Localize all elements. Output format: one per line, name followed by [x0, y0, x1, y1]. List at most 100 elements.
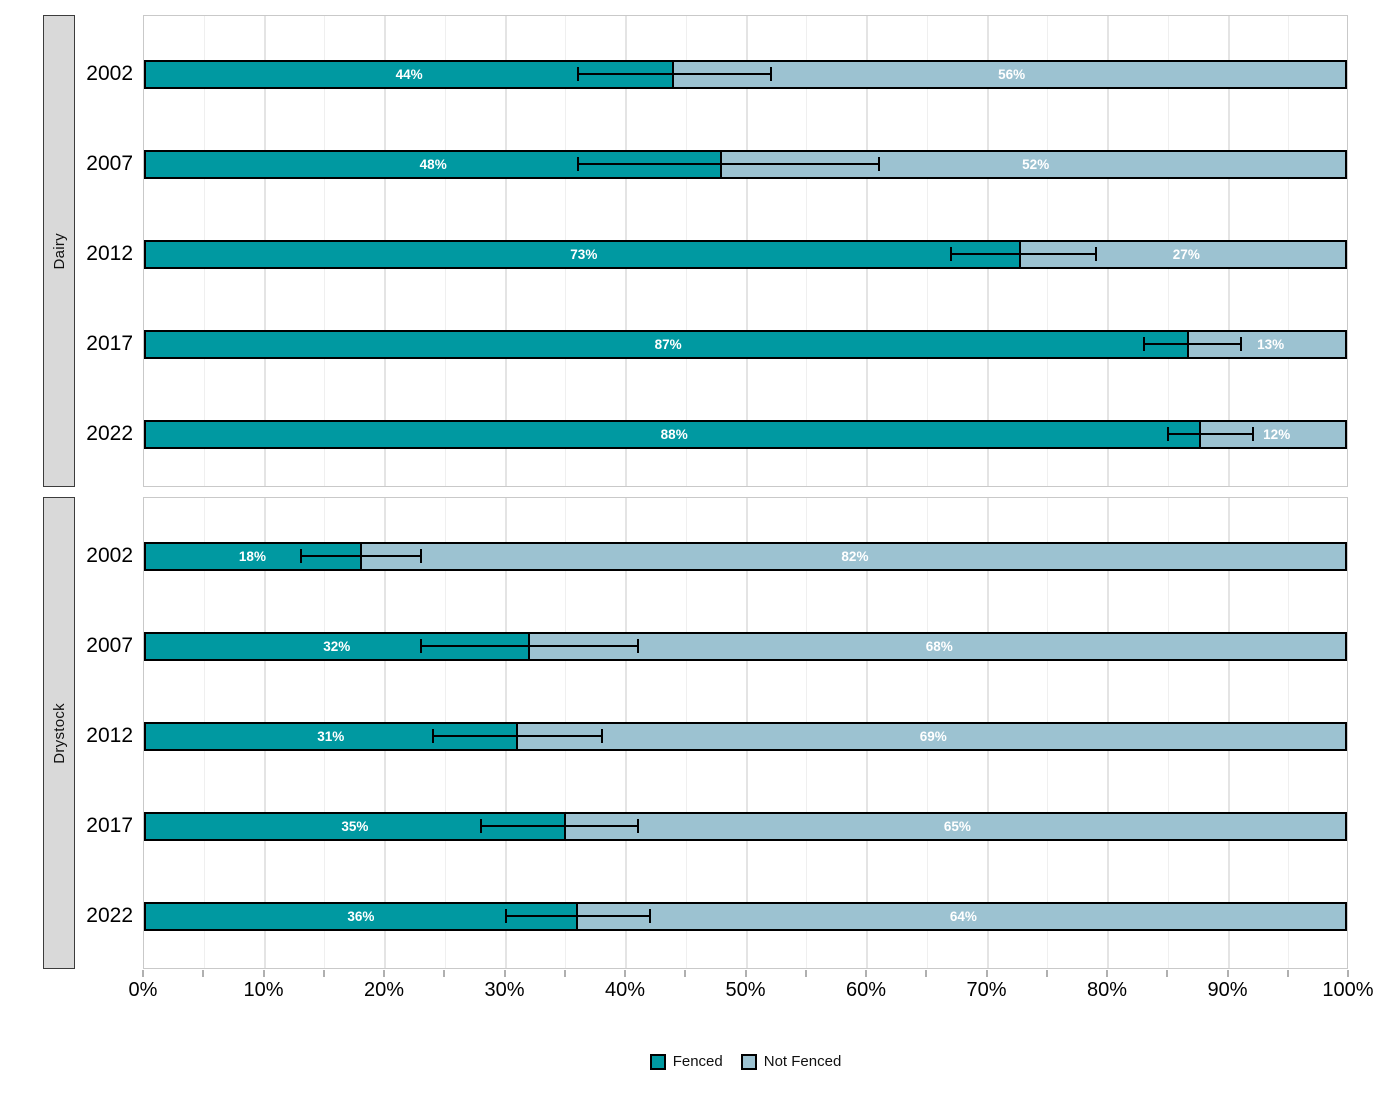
error-bar-cap-high: [649, 909, 652, 923]
x-axis-tick-70: [985, 970, 988, 977]
error-bar-cap-low: [576, 67, 579, 81]
not-fenced-value-label: 65%: [943, 818, 971, 834]
x-axis-tick-10: [262, 970, 265, 977]
bar-drystock-2022: [144, 901, 1347, 931]
error-bar-line: [577, 73, 771, 75]
legend-label-not-fenced: Not Fenced: [763, 1053, 842, 1070]
x-axis-tick-15: [322, 970, 325, 977]
facet-strip-dairy: Dairy: [43, 15, 75, 487]
not-fenced-value-label: 52%: [1022, 156, 1050, 172]
plot-area-drystock: 18% 82% 32% 68% 31% 69% 35% 65% 36% 64%: [143, 497, 1348, 969]
error-bar-line: [951, 253, 1096, 255]
x-axis-tick-20: [383, 970, 385, 977]
fenced-value-label: 32%: [323, 638, 351, 654]
x-axis-label-20%: 20%: [363, 979, 405, 1001]
segment-not-fenced: [529, 633, 1345, 659]
segment-fenced: [146, 241, 1022, 267]
x-axis-label-80%: 80%: [1086, 979, 1128, 1001]
bar-drystock-2017: [144, 811, 1347, 841]
year-label-2022: 2022: [86, 421, 133, 445]
x-axis-tick-65: [925, 970, 928, 977]
bar-dairy-2002: [144, 59, 1347, 89]
error-bar-cap-low: [299, 549, 302, 563]
error-bar-cap-high: [420, 549, 423, 563]
error-bar-line: [481, 825, 639, 827]
not-fenced-swatch-icon: [740, 1053, 757, 1070]
x-axis-tick-55: [804, 970, 807, 977]
x-axis-tick-85: [1166, 970, 1169, 977]
year-label-2007: 2007: [86, 633, 133, 657]
x-axis-tick-50: [744, 970, 747, 977]
x-axis-label-70%: 70%: [966, 979, 1007, 1001]
bar-dairy-2012: [144, 239, 1347, 269]
fenced-value-label: 87%: [654, 336, 682, 352]
not-fenced-value-label: 82%: [841, 548, 869, 564]
error-bar-cap-high: [878, 157, 881, 171]
legend-label-fenced: Fenced: [672, 1053, 723, 1070]
error-bar-line: [433, 735, 602, 737]
x-axis-tick-90: [1226, 970, 1229, 977]
x-axis-tick-25: [443, 970, 446, 977]
error-bar-cap-low: [950, 247, 953, 261]
segment-not-fenced: [565, 813, 1345, 839]
segment-fenced: [146, 421, 1202, 447]
not-fenced-value-label: 13%: [1257, 336, 1285, 352]
bar-dairy-2017: [144, 329, 1347, 359]
error-bar-cap-low: [576, 157, 579, 171]
legend: Fenced Not Fenced: [143, 1053, 1348, 1070]
error-bar-cap-low: [420, 639, 423, 653]
x-axis-label-50%: 50%: [725, 979, 766, 1001]
error-bar-cap-low: [1143, 337, 1146, 351]
x-axis-tick-35: [563, 970, 566, 977]
error-bar-cap-high: [637, 639, 640, 653]
fenced-swatch-icon: [649, 1053, 666, 1070]
segment-fenced: [146, 331, 1190, 357]
segment-not-fenced: [577, 903, 1345, 929]
x-axis-tick-60: [865, 970, 867, 977]
x-axis-tick-40: [624, 970, 626, 977]
x-axis-tick-30: [503, 970, 506, 977]
error-bar-cap-high: [769, 67, 772, 81]
fenced-value-label: 35%: [341, 818, 369, 834]
error-bar-line: [577, 163, 880, 165]
plot-area-dairy: 44% 56% 48% 52% 73% 27% 87% 13% 88% 12%: [143, 15, 1348, 487]
bar-dairy-2022: [144, 419, 1347, 449]
segment-not-fenced: [673, 61, 1345, 87]
year-label-2012: 2012: [86, 723, 133, 747]
x-axis-label-100%: 100%: [1322, 979, 1374, 1001]
x-axis-label-0%: 0%: [128, 979, 158, 1001]
year-label-2002: 2002: [86, 61, 133, 85]
year-label-2007: 2007: [86, 151, 133, 175]
legend-item-fenced: Fenced: [649, 1053, 723, 1070]
fenced-value-label: 18%: [238, 548, 266, 564]
legend-item-not-fenced: Not Fenced: [740, 1053, 842, 1070]
error-bar-line: [421, 645, 639, 647]
not-fenced-value-label: 69%: [919, 728, 947, 744]
year-label-2017: 2017: [86, 813, 133, 837]
fenced-value-label: 44%: [395, 66, 423, 82]
error-bar-cap-high: [1251, 427, 1254, 441]
x-axis-tick-45: [684, 970, 687, 977]
year-label-2017: 2017: [86, 331, 133, 355]
x-axis-tick-5: [202, 970, 205, 977]
x-axis-tick-80: [1106, 970, 1108, 977]
facet-strip-drystock: Drystock: [43, 497, 75, 969]
bar-drystock-2007: [144, 631, 1347, 661]
error-bar-cap-high: [1239, 337, 1242, 351]
fenced-value-label: 88%: [660, 426, 688, 442]
x-axis-label-40%: 40%: [604, 979, 646, 1001]
fenced-value-label: 31%: [317, 728, 345, 744]
error-bar-cap-high: [600, 729, 603, 743]
error-bar-cap-high: [637, 819, 640, 833]
fenced-value-label: 73%: [570, 246, 598, 262]
error-bar-cap-high: [1094, 247, 1097, 261]
not-fenced-value-label: 56%: [998, 66, 1026, 82]
fenced-value-label: 48%: [419, 156, 447, 172]
error-bar-cap-low: [1167, 427, 1170, 441]
bar-drystock-2012: [144, 721, 1347, 751]
error-bar-line: [1168, 433, 1253, 435]
error-bar-cap-low: [432, 729, 435, 743]
x-axis-label-10%: 10%: [243, 979, 284, 1001]
x-axis-tick-0: [142, 970, 144, 977]
error-bar-line: [1144, 343, 1241, 345]
